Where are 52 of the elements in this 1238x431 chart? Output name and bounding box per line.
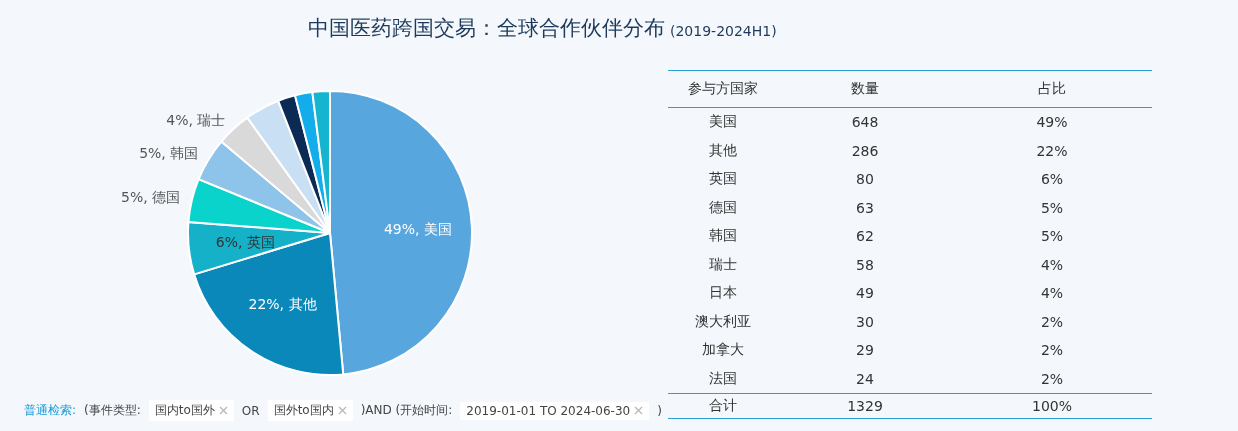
data-label: 2% — [1039, 341, 1065, 361]
data-label: 22% — [1035, 141, 1069, 161]
data-label: 2% — [1039, 312, 1065, 332]
text: 国内to国外 — [148, 400, 234, 421]
slice-label: 5%, 韩国 — [139, 145, 199, 162]
data-label: 62 — [855, 227, 875, 247]
data-label: 49% — [1035, 113, 1069, 133]
slice-label: 22%, 其他 — [248, 295, 317, 312]
text: ) — [657, 403, 662, 418]
text: 100% — [1031, 398, 1073, 414]
text: 合计 — [708, 396, 738, 415]
data-label: 2% — [1039, 369, 1065, 389]
data-label: 5% — [1039, 227, 1065, 247]
data-label: 24 — [855, 369, 875, 389]
data-label: 4% — [1039, 284, 1065, 304]
data-label: 58 — [855, 255, 875, 275]
data-label: 49 — [855, 284, 875, 304]
category-label: 加拿大 — [701, 340, 745, 360]
chart-title: 中国医药跨国交易：全球合作伙伴分布 — [308, 16, 665, 40]
data-label: 648 — [850, 113, 880, 133]
text: )AND (开始时间: — [360, 402, 453, 419]
text: 1329 — [847, 398, 883, 414]
slice-label: 4%, 瑞士 — [166, 111, 226, 128]
text: (事件类型: — [84, 402, 141, 419]
text: 参与方国家 — [687, 79, 759, 98]
data-label: 80 — [855, 170, 875, 190]
text: 2019-01-01 TO 2024-06-30 — [460, 401, 650, 420]
text: 占比 — [1037, 79, 1067, 98]
slice-label: 49%, 美国 — [383, 220, 452, 237]
data-label: 5% — [1039, 198, 1065, 218]
data-label: 29 — [855, 341, 875, 361]
category-label: 韩国 — [708, 226, 738, 246]
text: 国外to国内 — [267, 400, 353, 421]
text: 普通检索: — [24, 402, 77, 419]
category-label: 美国 — [708, 112, 738, 132]
category-label: 德国 — [708, 197, 738, 217]
data-label: 63 — [855, 198, 875, 218]
data-label: 286 — [850, 141, 880, 161]
slice-label: 5%, 德国 — [121, 189, 181, 206]
text: 数量 — [850, 79, 880, 98]
category-label: 法国 — [708, 368, 738, 388]
category-label: 日本 — [708, 283, 738, 303]
data-label: 6% — [1039, 170, 1065, 190]
data-label: 4% — [1039, 255, 1065, 275]
category-label: 英国 — [708, 169, 738, 189]
text: OR — [241, 403, 260, 418]
category-label: 瑞士 — [708, 254, 738, 274]
data-label: 30 — [855, 312, 875, 332]
text: (2019-2024H1) — [670, 23, 777, 39]
category-label: 其他 — [708, 140, 738, 160]
slice-label: 6%, 英国 — [215, 234, 275, 251]
category-label: 澳大利亚 — [694, 311, 752, 331]
